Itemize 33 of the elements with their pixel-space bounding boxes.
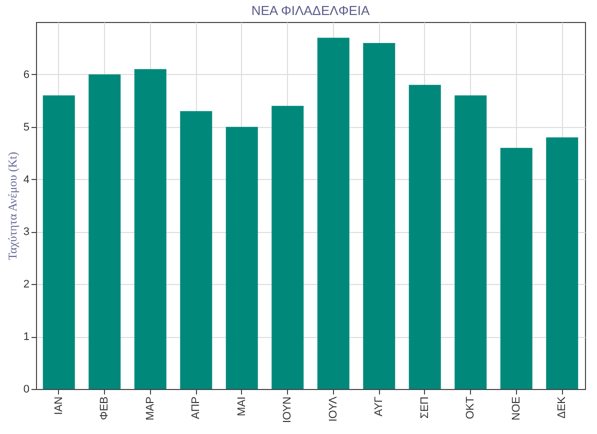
- y-tick-label: 3: [23, 226, 30, 238]
- y-tick-label: 5: [23, 121, 30, 134]
- bar: [363, 42, 396, 389]
- x-tick-label: ΑΠΡ: [190, 396, 202, 420]
- bar: [546, 137, 578, 389]
- bar: [88, 74, 121, 389]
- bar: [408, 84, 441, 389]
- x-tick-label: ΣΕΠ: [418, 396, 431, 419]
- x-tick-label: ΝΟΕ: [510, 396, 522, 420]
- y-tick-label: 0: [23, 384, 30, 396]
- x-tick-label: ΦΕΒ: [98, 396, 111, 420]
- bar: [134, 69, 166, 389]
- chart-title: ΝΕΑ ΦΙΛΑΔΕΛΦΕΙΑ: [251, 3, 370, 18]
- x-tick-label: ΟΚΤ: [464, 396, 477, 420]
- x-tick-label: ΙΟΥΝ: [282, 396, 294, 424]
- x-tick-label: ΜΑΙ: [236, 396, 248, 416]
- y-tick-label: 2: [23, 278, 30, 291]
- y-tick-label: 4: [23, 174, 30, 186]
- bar: [454, 95, 487, 389]
- y-axis-title: Ταχύτητα Ανέμου (Kt): [5, 152, 20, 260]
- y-tick-label: 6: [23, 68, 30, 81]
- bar: [42, 95, 75, 389]
- x-tick-label: ΜΑΡ: [144, 396, 156, 420]
- bar: [180, 111, 212, 389]
- x-tick-label: ΙΟΥΛ: [327, 396, 340, 422]
- bar: [226, 126, 258, 389]
- bar: [317, 38, 350, 389]
- bar: [272, 106, 304, 389]
- x-tick-label: ΙΑΝ: [52, 396, 65, 415]
- y-tick-label: 1: [23, 331, 30, 344]
- x-tick-label: ΑΥΓ: [373, 396, 386, 416]
- x-tick-label: ΔΕΚ: [556, 396, 568, 419]
- bar: [500, 148, 532, 389]
